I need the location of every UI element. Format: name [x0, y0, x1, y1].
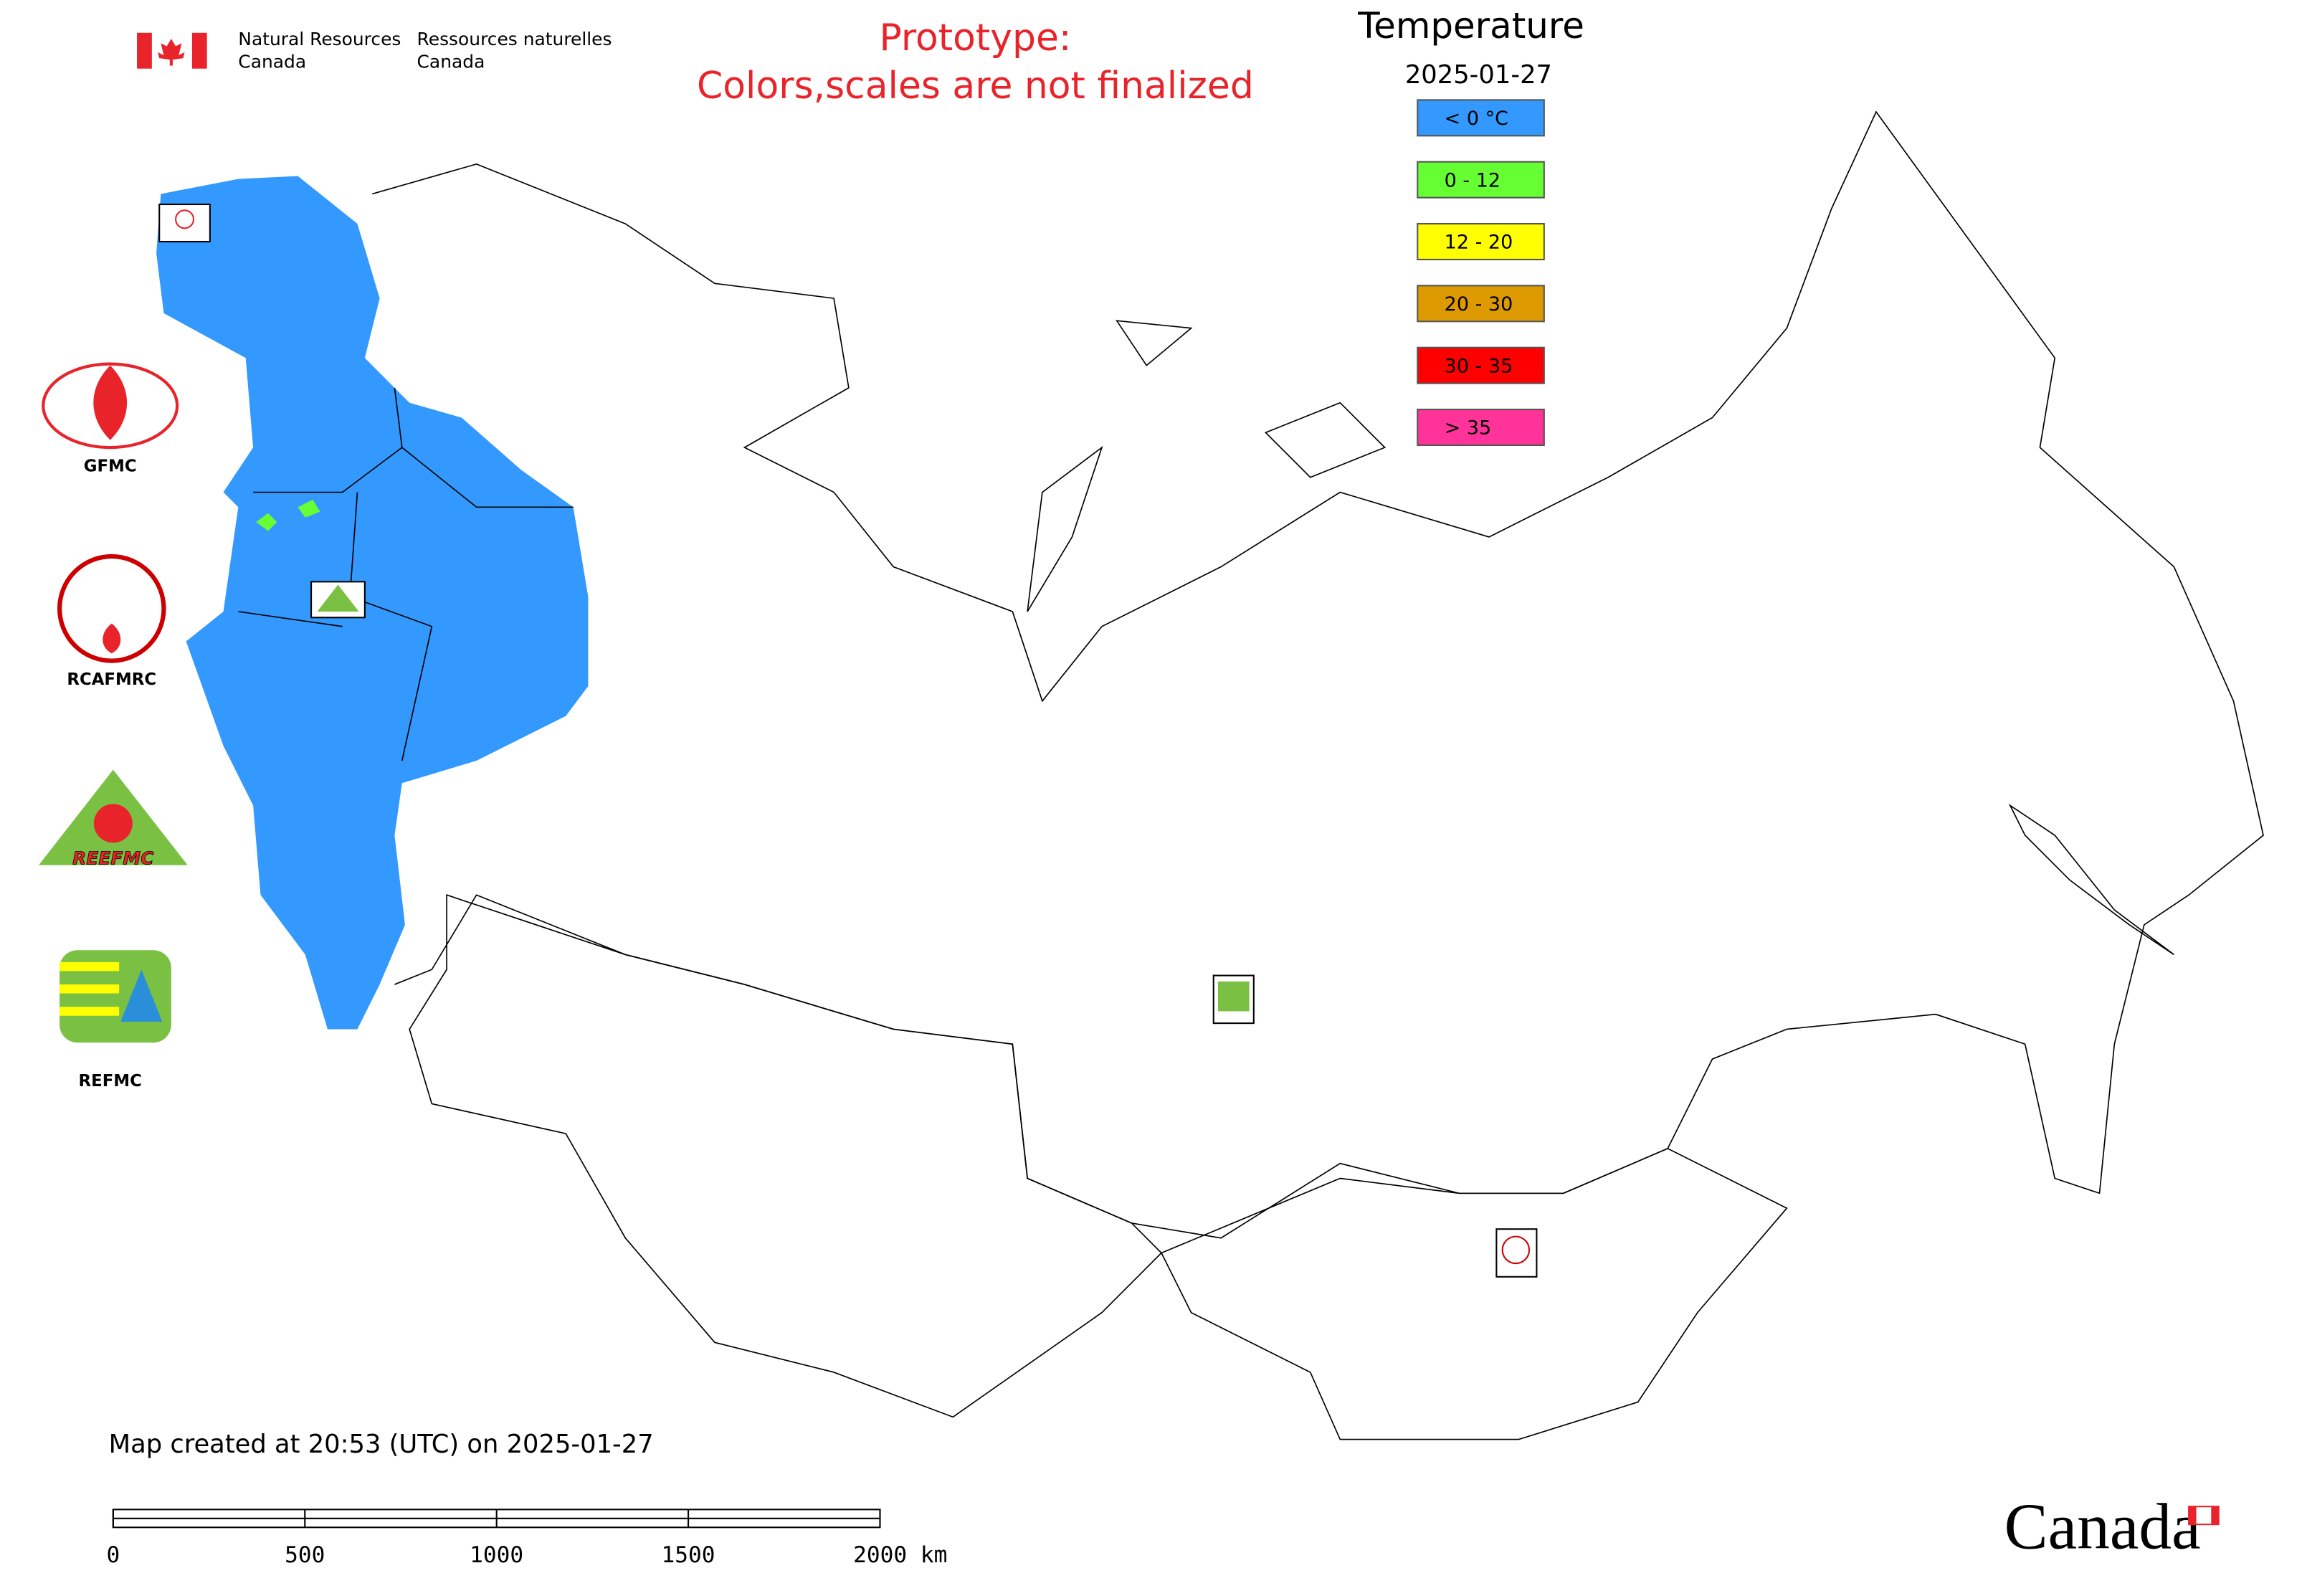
scale-label: 1000 [470, 1542, 523, 1568]
scale-label: 2000 km [853, 1542, 947, 1568]
scale-label: 500 [285, 1542, 325, 1568]
logo-label: REEFMC [72, 847, 154, 868]
arctic-islands [1027, 320, 1387, 612]
legend-swatch [1417, 346, 1545, 384]
legend-swatch [1417, 99, 1545, 137]
scale-label: 1500 [662, 1542, 715, 1568]
region-borders [238, 387, 574, 761]
kazakhstan-outline [409, 894, 1163, 1418]
legend-label: > 35 [1445, 417, 1492, 440]
notice: Colors,scales are not finalized [697, 65, 1254, 108]
logos: GFMC RCAFMRC REEFMC REFMC [39, 362, 188, 1091]
legend-swatch [1417, 161, 1545, 199]
agency-en: Canada [238, 51, 306, 72]
map-markers [158, 203, 1538, 1278]
agency-fr: Canada [417, 51, 485, 72]
scale-label: 0 [106, 1542, 120, 1568]
canada-wordmark: Canada [2004, 1490, 2201, 1563]
logo-label: RCAFMRC [67, 670, 156, 689]
legend-swatch [1417, 223, 1545, 261]
legend-swatch [1417, 285, 1545, 323]
temperature-area [256, 499, 320, 531]
legend: Temperature 2025-01-27 < 0 °C 0 - 12 12 - … [1357, 5, 1584, 447]
legend-label: 20 - 30 [1445, 293, 1513, 315]
mongolia-outline [1160, 1147, 1788, 1440]
legend-label: 30 - 35 [1445, 355, 1513, 377]
legend-label: < 0 °C [1445, 108, 1508, 130]
legend-label: 12 - 20 [1445, 232, 1513, 254]
temperature-area [156, 176, 589, 1030]
agency-fr: Ressources naturelles [417, 29, 612, 49]
legend-swatch [1417, 409, 1545, 447]
scale-bar: 0 500 1000 1500 2000 km [106, 1509, 947, 1568]
map-created: Map created at 20:53 (UTC) on 2025-01-27 [109, 1430, 654, 1459]
russia-outline [372, 110, 2264, 1239]
sakhalin-outline [2008, 803, 2174, 956]
logo-label: GFMC [84, 457, 137, 476]
logo-label: REFMC [79, 1072, 142, 1091]
nrcan-header: Natural Resources Canada Ressources natu… [137, 29, 612, 72]
legend-title: Temperature [1357, 5, 1584, 47]
legend-label: 0 - 12 [1445, 169, 1500, 191]
notice: Prototype: [879, 16, 1071, 60]
legend-date: 2025-01-27 [1405, 60, 1552, 90]
wordmark-flag [2188, 1506, 2220, 1526]
agency-en: Natural Resources [238, 29, 401, 49]
map [156, 110, 2264, 1440]
